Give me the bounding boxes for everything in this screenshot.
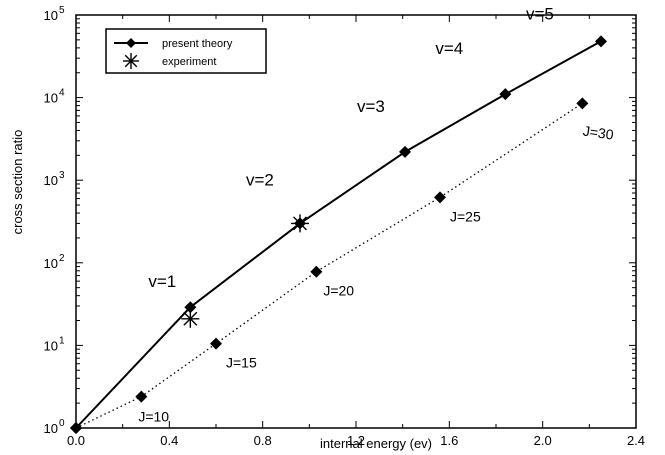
- x-tick-label: 0.8: [254, 433, 272, 448]
- legend-diamond-marker: [126, 38, 136, 48]
- y-tick-exponent: 4: [59, 88, 65, 99]
- v-label: v=5: [526, 4, 554, 23]
- dotted-series-line: [75, 102, 583, 429]
- y-tick-label: 10: [44, 256, 58, 271]
- legend-asterisk-marker: [123, 53, 139, 69]
- theory-point: [499, 88, 512, 101]
- x-tick-label: 2.0: [534, 433, 552, 448]
- theory-point: [399, 145, 411, 158]
- y-tick-label: 10: [44, 8, 58, 23]
- y-tick-exponent: 3: [59, 170, 65, 181]
- y-tick-exponent: 5: [59, 5, 65, 16]
- j-label: J=20: [323, 283, 354, 299]
- experiment-point: [291, 214, 309, 233]
- j-label: J=15: [226, 355, 257, 371]
- y-tick-label: 10: [44, 338, 58, 353]
- j-label: J=30: [582, 123, 615, 143]
- j-label: J=25: [450, 208, 481, 224]
- plot-frame: [75, 14, 637, 429]
- theory-series-line: [75, 40, 602, 429]
- j-series-point: [135, 390, 148, 403]
- y-tick-label: 10: [44, 173, 58, 188]
- legend-label-theory: present theory: [162, 38, 233, 50]
- asterisk-stroke: [293, 216, 307, 231]
- x-tick-label: 1.6: [440, 433, 458, 448]
- v-label: v=1: [148, 272, 176, 291]
- v-label: v=3: [357, 97, 385, 116]
- j-series-point: [210, 337, 222, 350]
- v-label: v=4: [435, 39, 463, 58]
- y-axis-title: cross section ratio: [10, 130, 25, 235]
- v-label: v=2: [246, 170, 274, 189]
- y-tick-exponent: 0: [59, 418, 65, 429]
- x-tick-label: 1.2: [347, 433, 365, 448]
- j-series-point: [70, 422, 82, 434]
- asterisk-stroke: [124, 54, 138, 68]
- j-label: J=10: [138, 409, 169, 425]
- j-series-point: [434, 191, 446, 204]
- asterisk-stroke: [183, 311, 198, 326]
- x-axis-title: internal energy (ev): [320, 436, 432, 451]
- theory-point: [184, 301, 197, 314]
- y-tick-label: 10: [44, 91, 58, 106]
- legend-box: [105, 28, 267, 74]
- x-tick-label: 0.0: [67, 433, 85, 448]
- j-series-point: [576, 97, 589, 110]
- x-tick-label: 0.4: [160, 433, 178, 448]
- y-tick-exponent: 2: [59, 253, 65, 264]
- y-tick-label: 10: [44, 421, 58, 436]
- experiment-point: [181, 309, 200, 328]
- legend-label-experiment: experiment: [162, 56, 216, 68]
- j-series-point: [310, 265, 323, 278]
- y-tick-exponent: 1: [59, 335, 65, 346]
- x-tick-label: 2.4: [627, 433, 645, 448]
- theory-point: [595, 35, 607, 48]
